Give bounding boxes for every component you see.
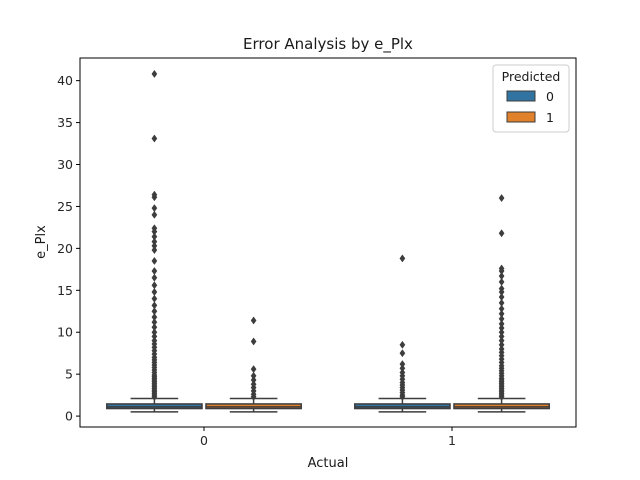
outlier-point bbox=[250, 371, 257, 380]
outlier-point bbox=[498, 284, 505, 293]
outlier-point bbox=[151, 204, 158, 213]
y-axis: 0 5 10 15 20 25 30 35 40 bbox=[57, 73, 80, 424]
chart-title: Error Analysis by e_Plx bbox=[243, 35, 413, 54]
x-axis-label: Actual bbox=[308, 456, 349, 471]
outlier-point bbox=[399, 364, 406, 373]
outlier-point bbox=[151, 332, 158, 341]
y-tick-label: 15 bbox=[57, 283, 73, 298]
plot-area bbox=[106, 69, 550, 413]
outlier-point bbox=[250, 380, 257, 389]
outlier-point bbox=[250, 365, 257, 374]
outlier-point bbox=[498, 272, 505, 281]
y-tick-label: 25 bbox=[57, 199, 73, 214]
outlier-point bbox=[151, 210, 158, 219]
outlier-point bbox=[151, 281, 158, 290]
outlier-point bbox=[151, 237, 158, 246]
box-group bbox=[453, 194, 550, 413]
outlier-point bbox=[498, 309, 505, 318]
outlier-point bbox=[498, 298, 505, 307]
legend-swatch bbox=[506, 111, 536, 123]
outlier-point bbox=[151, 287, 158, 297]
y-tick-label: 0 bbox=[65, 409, 73, 424]
y-tick-label: 40 bbox=[57, 73, 73, 88]
outlier-point bbox=[250, 376, 257, 385]
outlier-point bbox=[498, 314, 505, 323]
y-tick-label: 30 bbox=[57, 157, 73, 172]
legend-label: 0 bbox=[546, 89, 554, 104]
outlier-point bbox=[250, 316, 257, 325]
outlier-point bbox=[498, 344, 505, 354]
outlier-point bbox=[151, 69, 158, 78]
outlier-point bbox=[151, 134, 158, 143]
box-group bbox=[106, 69, 203, 413]
outlier-point bbox=[498, 264, 505, 273]
legend: Predicted 0 1 bbox=[492, 64, 570, 133]
outlier-point bbox=[151, 307, 158, 316]
outlier-point bbox=[498, 194, 505, 203]
outlier-point bbox=[399, 368, 406, 377]
y-tick-label: 5 bbox=[65, 367, 73, 382]
outlier-point bbox=[498, 277, 505, 286]
legend-title: Predicted bbox=[502, 69, 561, 84]
outlier-point bbox=[498, 229, 505, 238]
outlier-point bbox=[151, 190, 158, 199]
outlier-point bbox=[498, 336, 505, 345]
box-group bbox=[205, 316, 302, 413]
y-tick-label: 20 bbox=[57, 241, 73, 256]
y-axis-label: e_Plx bbox=[34, 225, 49, 259]
outlier-point bbox=[498, 340, 505, 349]
outlier-point bbox=[498, 324, 505, 333]
outlier-point bbox=[151, 323, 158, 332]
outlier-point bbox=[498, 292, 505, 302]
outlier-point bbox=[498, 332, 505, 341]
legend-label: 1 bbox=[546, 110, 554, 125]
legend-swatch bbox=[506, 90, 536, 102]
outlier-point bbox=[498, 328, 505, 337]
outlier-point bbox=[151, 318, 158, 327]
outlier-point bbox=[151, 273, 158, 282]
outlier-point bbox=[151, 313, 158, 322]
outlier-point bbox=[399, 340, 406, 349]
plot-frame bbox=[79, 57, 577, 428]
x-tick-label: 1 bbox=[448, 433, 456, 448]
outlier-point bbox=[151, 246, 158, 255]
outlier-point bbox=[151, 266, 158, 276]
y-tick-label: 10 bbox=[57, 325, 73, 340]
outlier-point bbox=[399, 360, 406, 369]
outlier-point bbox=[151, 328, 158, 337]
outlier-point bbox=[151, 294, 158, 303]
outlier-point bbox=[151, 256, 158, 265]
outlier-point bbox=[151, 224, 158, 233]
outlier-point bbox=[399, 349, 406, 358]
outlier-point bbox=[151, 336, 158, 345]
outlier-point bbox=[399, 254, 406, 263]
box-group bbox=[354, 254, 451, 413]
outlier-point bbox=[498, 319, 505, 328]
outlier-point bbox=[151, 241, 158, 250]
outlier-point bbox=[250, 337, 257, 346]
outlier-point bbox=[151, 232, 158, 241]
y-tick-label: 35 bbox=[57, 115, 73, 130]
outlier-point bbox=[498, 304, 505, 313]
outlier-point bbox=[151, 301, 158, 310]
x-tick-label: 0 bbox=[200, 433, 208, 448]
